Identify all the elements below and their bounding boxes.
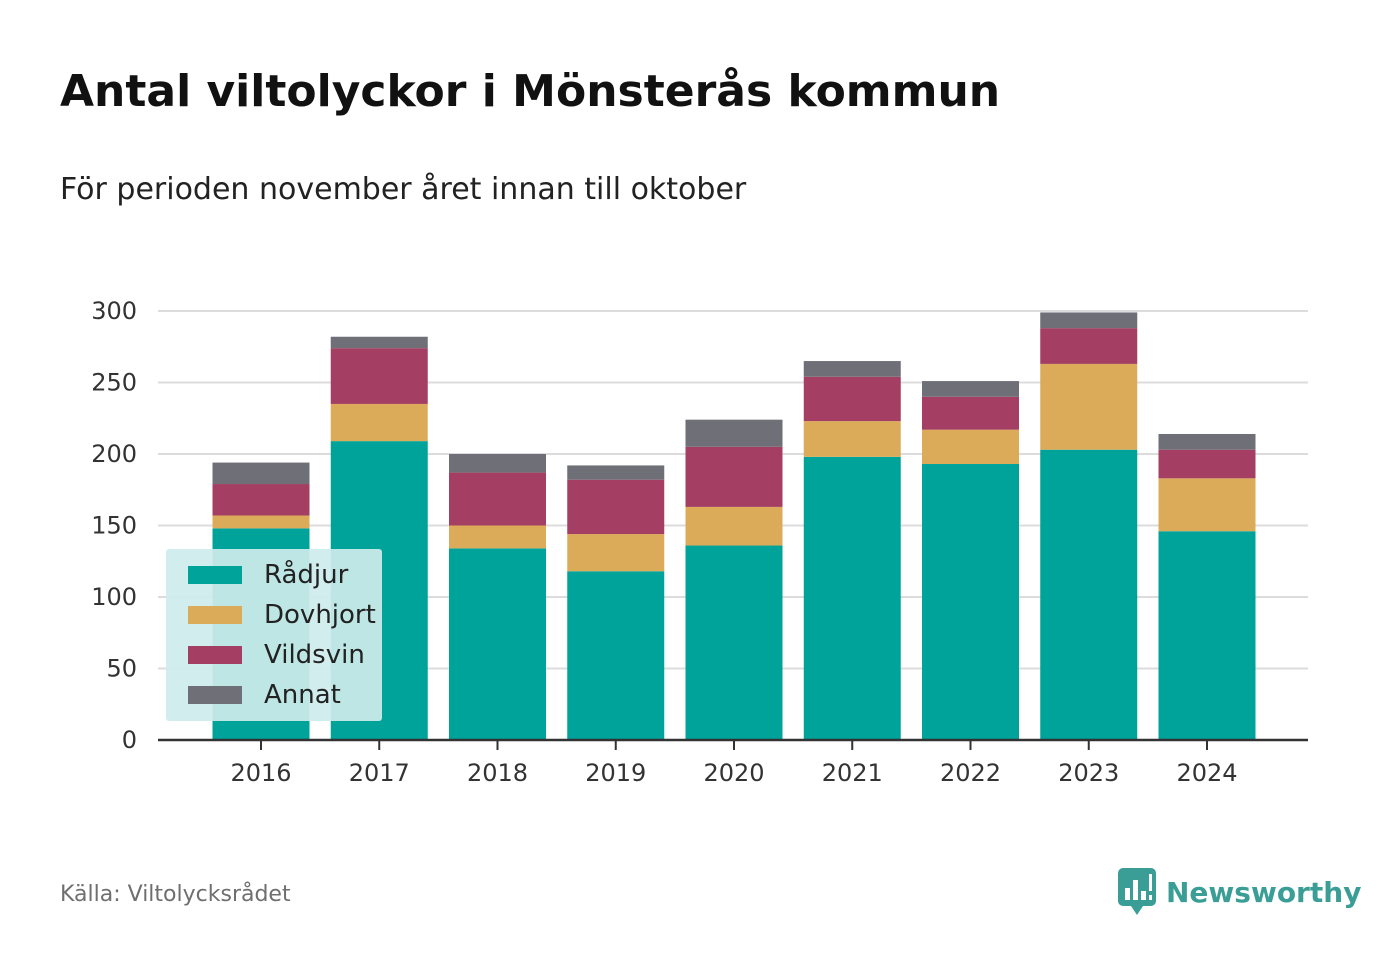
x-tick-label: 2023 (1058, 759, 1119, 787)
legend-label: Dovhjort (264, 600, 376, 630)
newsworthy-logo-icon (1118, 868, 1156, 915)
x-tick-label: 2021 (822, 759, 883, 787)
chart-subtitle: För perioden november året innan till ok… (60, 172, 747, 207)
source-note: Källa: Viltolycksrådet (60, 882, 291, 907)
bar-segment-vildsvin (1040, 328, 1138, 364)
y-tick-label: 200 (91, 440, 137, 468)
x-tick-label: 2019 (585, 759, 646, 787)
bar-segment-dovhjort (685, 506, 783, 546)
legend: Rådjur Dovhjort Vildsvin Annat (166, 549, 382, 721)
chart-title: Antal viltolyckor i Mönsterås kommun (60, 66, 1001, 117)
legend-label: Vildsvin (264, 640, 365, 670)
bar-segment-dovhjort (330, 403, 428, 442)
bar-segment-r-djur (449, 548, 546, 740)
bar-segment-vildsvin (803, 376, 901, 422)
bar-segment-vildsvin (685, 446, 783, 507)
bar-segment-r-djur (1158, 531, 1256, 740)
bar-segment-annat (803, 361, 901, 377)
x-tick-label: 2017 (349, 759, 410, 787)
legend-swatch (188, 686, 242, 704)
bar-segment-vildsvin (330, 348, 428, 404)
bar-segment-r-djur (922, 464, 1019, 740)
legend-item-radjur: Rådjur (188, 555, 348, 595)
brand-name: Newsworthy (1166, 875, 1362, 909)
bar-segment-annat (1158, 433, 1256, 450)
bar-segment-annat (449, 454, 546, 473)
y-tick-label: 0 (122, 726, 137, 754)
bar-segment-vildsvin (449, 472, 546, 526)
y-tick-label: 250 (91, 369, 137, 397)
brand-logo: Newsworthy (1118, 868, 1361, 916)
y-tick-label: 150 (91, 512, 137, 540)
x-tick-label: 2016 (230, 759, 291, 787)
bar-segment-dovhjort (567, 534, 665, 572)
legend-label: Annat (264, 680, 341, 710)
legend-swatch (188, 646, 242, 664)
bar-segment-dovhjort (922, 429, 1019, 465)
legend-swatch (188, 566, 242, 584)
legend-item-vildsvin: Vildsvin (188, 635, 365, 675)
legend-item-annat: Annat (188, 675, 341, 715)
x-tick-label: 2024 (1176, 759, 1237, 787)
bar-segment-dovhjort (212, 515, 310, 529)
legend-label: Rådjur (264, 560, 349, 590)
bar-segment-vildsvin (567, 479, 665, 535)
x-tick-label: 2022 (940, 759, 1001, 787)
bar-segment-vildsvin (1158, 449, 1256, 479)
y-tick-label: 300 (91, 297, 137, 325)
bar-segment-vildsvin (922, 396, 1019, 430)
bar-segment-annat (1040, 312, 1138, 329)
bar-segment-annat (212, 462, 310, 485)
bar-segment-dovhjort (803, 421, 901, 457)
bar-segment-annat (685, 419, 783, 447)
bar-segment-r-djur (1040, 449, 1138, 740)
bar-segment-dovhjort (1040, 363, 1138, 450)
y-tick-label: 50 (106, 655, 137, 683)
bar-segment-dovhjort (449, 525, 546, 549)
y-tick-label: 100 (91, 583, 137, 611)
bar-segment-r-djur (685, 545, 783, 740)
axes: 0 50 100 150 200 250 300 2016 2017 2018 2019 2020 20… (91, 297, 1308, 787)
bar-segment-dovhjort (1158, 478, 1256, 532)
x-tick-label: 2020 (703, 759, 764, 787)
legend-swatch (188, 606, 242, 624)
bar-segment-annat (567, 465, 665, 480)
bar-segment-r-djur (803, 456, 901, 740)
bar-segment-vildsvin (212, 484, 310, 516)
x-tick-label: 2018 (467, 759, 528, 787)
bar-segment-r-djur (567, 571, 665, 740)
bar-segment-annat (330, 336, 428, 349)
bar-segment-annat (922, 381, 1019, 397)
legend-item-dovhjort: Dovhjort (188, 595, 376, 635)
